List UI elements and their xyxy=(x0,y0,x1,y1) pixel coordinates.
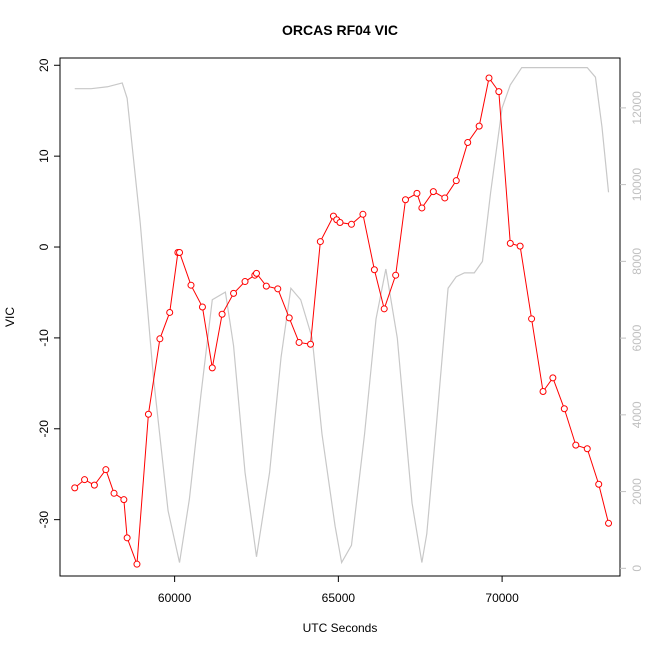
vic-data-point xyxy=(307,340,315,348)
y-tick-label: 0 xyxy=(37,243,51,250)
y2-tick-label: 2000 xyxy=(630,478,644,505)
vic-data-point xyxy=(110,489,118,497)
x-tick-label: 70000 xyxy=(485,591,519,605)
vic-data-point xyxy=(429,188,437,196)
vic-data-point xyxy=(516,242,524,250)
vic-data-point xyxy=(495,88,503,96)
plot-frame xyxy=(59,57,621,577)
vic-data-point xyxy=(285,314,293,322)
vic-data-point xyxy=(262,282,270,290)
vic-data-point xyxy=(90,481,98,489)
vic-series-line xyxy=(74,76,610,565)
vic-data-point xyxy=(418,204,426,212)
x-axis: 60000 65000 70000 xyxy=(158,576,519,605)
y-tick-label: -30 xyxy=(37,511,51,529)
vic-data-point xyxy=(81,476,89,484)
y2-tick-label: 10000 xyxy=(630,168,644,202)
vic-data-point xyxy=(392,271,400,279)
vic-data-point xyxy=(198,303,206,311)
vic-data-point xyxy=(316,238,324,246)
x-tick-label: 60000 xyxy=(158,591,192,605)
vic-data-point xyxy=(380,305,388,313)
vic-data-point xyxy=(572,441,580,449)
vic-data-point xyxy=(347,220,355,228)
vic-data-point xyxy=(241,278,249,286)
vic-data-point xyxy=(295,338,303,346)
vic-data-point xyxy=(583,445,591,453)
vic-data-point xyxy=(485,74,493,82)
secondary-y-axis: 0 2000 4000 6000 8000 10000 12000 xyxy=(620,91,644,572)
vic-data-point xyxy=(123,534,131,542)
vic-data-point xyxy=(144,410,152,418)
altitude-series-line xyxy=(74,66,610,565)
y-tick-label: 20 xyxy=(37,58,51,72)
y2-tick-label: 8000 xyxy=(630,248,644,275)
vic-data-point xyxy=(370,266,378,274)
vic-data-point xyxy=(176,248,184,256)
series-layer xyxy=(71,66,613,568)
vic-data-point xyxy=(218,310,226,318)
vic-data-point xyxy=(274,285,282,293)
vic-data-point xyxy=(120,496,128,504)
x-axis-label: UTC Seconds xyxy=(303,621,378,635)
y-axis-label: VIC xyxy=(3,307,17,327)
vic-data-point xyxy=(528,315,536,323)
y-tick-label: -20 xyxy=(37,420,51,438)
y2-tick-label: 0 xyxy=(630,565,644,572)
vic-data-point xyxy=(595,480,603,488)
y2-tick-label: 6000 xyxy=(630,324,644,351)
vic-data-point xyxy=(464,139,472,147)
vic-data-point xyxy=(187,281,195,289)
vic-data-point xyxy=(230,289,238,297)
y2-tick-label: 4000 xyxy=(630,401,644,428)
vic-data-point xyxy=(441,194,449,202)
vic-data-point xyxy=(156,335,164,343)
vic-data-point xyxy=(605,519,613,527)
y-axis: -30 -20 -10 0 10 20 xyxy=(37,58,60,528)
vic-data-point xyxy=(102,466,110,474)
vic-data-point xyxy=(506,239,514,247)
vic-data-point xyxy=(452,177,460,185)
vic-data-point xyxy=(539,388,547,396)
vic-data-point xyxy=(336,218,344,226)
vic-data-point xyxy=(252,269,260,277)
vic-data-point xyxy=(475,122,483,130)
y2-tick-label: 12000 xyxy=(630,91,644,125)
vic-data-point xyxy=(413,189,421,197)
y-tick-label: -10 xyxy=(37,329,51,347)
vic-data-point xyxy=(359,210,367,218)
vic-data-point xyxy=(560,405,568,413)
vic-data-point xyxy=(71,484,79,492)
chart-title: ORCAS RF04 VIC xyxy=(282,22,398,38)
vic-data-point xyxy=(549,374,557,382)
vic-data-point xyxy=(166,308,174,316)
x-tick-label: 65000 xyxy=(322,591,356,605)
y-tick-label: 10 xyxy=(37,149,51,163)
vic-data-point xyxy=(401,196,409,204)
vic-data-point xyxy=(208,364,216,372)
vic-data-point xyxy=(133,560,141,568)
